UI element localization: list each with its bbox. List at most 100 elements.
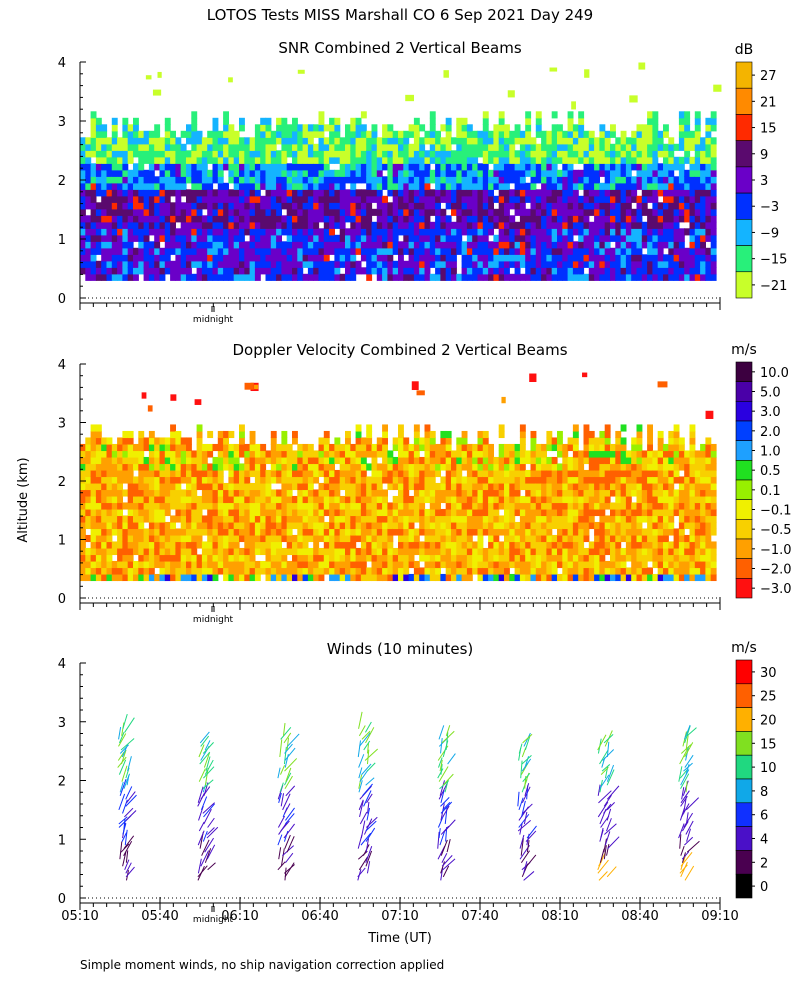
field-cell <box>456 554 463 562</box>
field-cell <box>456 169 463 177</box>
field-cell <box>95 124 102 132</box>
field-cell <box>85 247 92 255</box>
field-cell <box>498 150 505 158</box>
field-cell <box>461 267 468 275</box>
field-cell <box>387 143 394 151</box>
field-cell <box>546 241 553 249</box>
field-cell <box>223 143 229 151</box>
field-cell <box>249 156 256 164</box>
field-cell <box>228 143 235 151</box>
field-cell <box>641 228 648 236</box>
field-cell <box>85 143 92 151</box>
field-cell <box>164 547 171 556</box>
field-cell <box>424 567 431 575</box>
field-cell <box>652 234 659 242</box>
field-cell <box>345 176 351 184</box>
field-cell <box>95 573 102 582</box>
field-cell <box>588 443 595 452</box>
field-cell <box>355 234 362 242</box>
field-cell <box>143 567 150 575</box>
field-cell <box>143 189 150 197</box>
field-cell <box>345 560 351 569</box>
field-cell <box>286 137 293 145</box>
field-cell <box>80 228 86 236</box>
field-cell <box>578 182 585 190</box>
field-cell <box>482 515 489 523</box>
field-cell <box>625 150 632 158</box>
field-cell <box>233 515 240 523</box>
field-cell <box>488 130 494 138</box>
field-cell <box>228 254 235 262</box>
field-cell <box>435 463 441 471</box>
field-cell <box>578 247 585 255</box>
field-cell <box>117 573 123 582</box>
field-cell <box>392 182 399 190</box>
field-cell <box>90 124 97 132</box>
field-cell <box>360 143 367 151</box>
field-cell <box>270 202 277 210</box>
field-cell <box>233 228 240 236</box>
field-cell <box>223 150 229 158</box>
field-cell <box>122 430 129 439</box>
field-cell <box>482 195 489 203</box>
field-cell <box>239 169 245 177</box>
field-cell <box>382 202 388 210</box>
field-cell <box>668 241 675 249</box>
field-cell <box>625 234 632 242</box>
field-cell <box>700 169 706 177</box>
field-cell <box>429 143 436 151</box>
field-cell <box>201 573 208 582</box>
field-cell <box>376 247 383 255</box>
field-cell <box>360 541 367 549</box>
field-cell <box>143 215 150 223</box>
field-cell <box>562 554 569 562</box>
field-cell <box>191 156 198 164</box>
field-cell <box>572 247 579 255</box>
field-cell <box>541 143 547 151</box>
field-cell <box>472 273 479 281</box>
field-cell <box>122 469 129 478</box>
field-cell <box>641 156 648 164</box>
field-cell <box>610 573 616 582</box>
field-cell <box>260 195 267 203</box>
field-cell <box>196 463 203 471</box>
field-cell <box>313 534 320 543</box>
field-cell <box>360 150 367 158</box>
field-cell <box>567 541 574 549</box>
field-cell <box>345 228 351 236</box>
field-cell <box>286 228 293 236</box>
field-cell <box>355 208 362 216</box>
field-cell <box>175 182 182 190</box>
field-cell <box>164 482 171 491</box>
field-cell <box>334 137 341 145</box>
field-cell <box>557 515 563 523</box>
field-cell <box>212 476 219 484</box>
field-cell <box>334 573 341 582</box>
field-cell <box>371 560 378 569</box>
field-cell <box>159 137 166 145</box>
field-cell <box>186 221 192 229</box>
field-cell <box>535 489 542 497</box>
field-cell <box>694 130 701 138</box>
field-cell <box>223 495 229 504</box>
field-cell <box>233 508 240 517</box>
field-cell <box>472 463 479 471</box>
field-cell <box>429 228 436 236</box>
field-cell <box>408 163 415 171</box>
field-cell <box>254 502 261 510</box>
field-cell <box>350 443 357 452</box>
field-cell <box>265 189 272 197</box>
field-cell <box>270 163 277 171</box>
field-cell <box>557 482 563 491</box>
field-cell <box>143 463 150 471</box>
field-cell <box>382 463 388 471</box>
field-cell <box>260 215 267 223</box>
field-cell <box>514 130 521 138</box>
field-cell <box>360 443 367 452</box>
field-cell <box>588 430 595 439</box>
field-cell <box>557 267 563 275</box>
field-cell <box>159 560 166 569</box>
field-cell <box>403 241 410 249</box>
field-cell <box>514 521 521 530</box>
field-cell <box>498 260 505 268</box>
